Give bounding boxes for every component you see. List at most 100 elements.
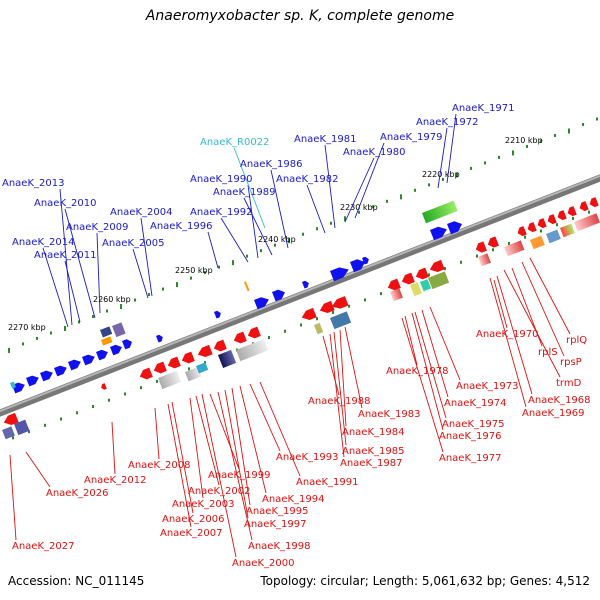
gene-label-forward[interactable]: AnaeK_2005 [102,238,164,249]
gene-label-reverse[interactable]: AnaeK_2006 [162,514,224,525]
gene-label-forward[interactable]: AnaeK_1972 [416,117,478,128]
tick-dot [484,161,486,165]
gene-label-reverse[interactable]: AnaeK_2008 [128,460,190,471]
gene-label-reverse[interactable]: AnaeK_1997 [244,519,306,530]
gene-label-reverse[interactable]: AnaeK_2012 [84,475,146,486]
label-pointer-line [259,381,301,477]
cog-box [196,362,209,374]
tick-dot [260,249,262,253]
label-pointer-line [25,451,51,488]
gene-label-forward[interactable]: AnaeK_1992 [190,207,252,218]
gene-label-forward[interactable]: AnaeK_1981 [294,134,356,145]
label-pointer-line [9,454,17,541]
tick-label: 2260 kbp [93,295,131,304]
gene-label-reverse[interactable]: AnaeK_1987 [340,458,402,469]
gene-label-reverse[interactable]: AnaeK_1976 [439,431,501,442]
forward-gene-arrow [68,359,81,371]
gene-label-reverse[interactable]: AnaeK_1998 [248,541,310,552]
gene-label-reverse[interactable]: AnaeK_1984 [342,427,404,438]
tick-dot [596,117,598,121]
forward-gene-arrow [254,297,269,310]
label-pointer-line [306,184,326,234]
gene-label-reverse[interactable]: AnaeK_1977 [439,453,501,464]
gene-label-reverse[interactable]: AnaeK_2002 [188,486,250,497]
tick-dot [190,276,192,280]
tick-dot [386,199,388,203]
gene-label-reverse[interactable]: AnaeK_1983 [358,409,420,420]
reverse-gene-arrow [213,339,227,352]
gene-label-reverse[interactable]: AnaeK_1993 [276,452,338,463]
gene-label-forward[interactable]: AnaeK_1986 [240,159,302,170]
gene-label-reverse[interactable]: AnaeK_2007 [160,528,222,539]
forward-label-lines [42,113,457,328]
gene-label-rna[interactable]: AnaeK_R0022 [200,137,269,148]
label-pointer-line [339,329,347,427]
label-pointer-line [329,333,345,458]
gene-label-reverse[interactable]: AnaeK_2026 [46,488,108,499]
gene-label-forward[interactable]: AnaeK_1982 [276,174,338,185]
gene-label-forward[interactable]: AnaeK_1989 [213,187,275,198]
forward-gene-arrow [430,226,447,241]
gene-label-forward[interactable]: AnaeK_2014 [12,237,74,248]
lower-tick-dot [316,317,318,321]
label-pointer-line [132,248,149,299]
lower-tick-dot [188,367,190,371]
label-pointer-line [189,397,204,499]
gene-label-reverse[interactable]: AnaeK_1995 [246,506,308,517]
gene-label-forward[interactable]: AnaeK_1990 [190,174,252,185]
cog-box [330,311,352,330]
cog-box [314,322,324,335]
forward-gene-arrow [40,370,53,382]
gene-label-forward[interactable]: AnaeK_2011 [34,250,96,261]
label-pointer-line [249,383,281,452]
lower-tick-dot [44,423,46,427]
gene-label-reverse[interactable]: AnaeK_1985 [342,446,404,457]
label-pointer-line [344,157,375,223]
gene-label-reverse[interactable]: AnaeK_1978 [386,366,448,377]
tick-dot [64,325,66,331]
tick-dot [554,133,556,137]
gene-label-reverse[interactable]: AnaeK_1973 [456,381,518,392]
reverse-gene-arrow [475,241,487,253]
gene-label-reverse[interactable]: AnaeK_1975 [442,419,504,430]
gene-label-forward[interactable]: AnaeK_1996 [150,221,212,232]
lower-tick-dot [556,223,558,227]
gene-label-reverse[interactable]: rplS [538,347,558,358]
label-pointer-line [429,306,461,381]
gene-label-reverse[interactable]: AnaeK_1970 [476,329,538,340]
cog-box [185,366,202,382]
tick-dot [134,298,136,302]
tick-label: 2270 kbp [8,323,46,332]
gene-label-reverse[interactable]: rplQ [566,335,587,346]
gene-label-forward[interactable]: AnaeK_2004 [110,207,172,218]
gene-label-reverse[interactable]: AnaeK_1988 [308,396,370,407]
gene-label-forward[interactable]: AnaeK_2010 [34,198,96,209]
reverse-gene-arrow [579,201,589,212]
gene-label-forward[interactable]: AnaeK_1979 [380,132,442,143]
label-pointer-line [322,335,340,396]
gene-label-reverse[interactable]: trmD [556,378,582,389]
gene-label-forward[interactable]: AnaeK_1980 [343,147,405,158]
reverse-gene-arrow [181,351,195,364]
gene-label-reverse[interactable]: AnaeK_1999 [208,470,270,481]
gene-label-reverse[interactable]: AnaeK_2000 [232,558,294,569]
gene-label-reverse[interactable]: AnaeK_1968 [528,395,590,406]
lower-tick-dot [540,229,542,233]
gene-label-reverse[interactable]: rpsP [560,357,582,368]
lower-tick-dot [76,411,78,415]
label-pointer-line [111,421,116,475]
reverse-gene-arrow [301,307,317,321]
gene-label-reverse[interactable]: AnaeK_2027 [12,541,74,552]
gene-label-forward[interactable]: AnaeK_2013 [2,178,64,189]
label-pointer-line [224,389,249,519]
gene-label-reverse[interactable]: AnaeK_1974 [444,398,506,409]
cog-box [100,326,113,338]
gene-label-forward[interactable]: AnaeK_1971 [452,103,514,114]
gene-label-reverse[interactable]: AnaeK_1994 [262,494,324,505]
gene-label-forward[interactable]: AnaeK_2009 [66,222,128,233]
gene-label-reverse[interactable]: AnaeK_1991 [296,477,358,488]
gene-label-reverse[interactable]: AnaeK_1969 [522,408,584,419]
reverse-gene-arrow [331,296,349,309]
lower-tick-dot [156,379,158,383]
gene-label-reverse[interactable]: AnaeK_2003 [172,499,234,510]
